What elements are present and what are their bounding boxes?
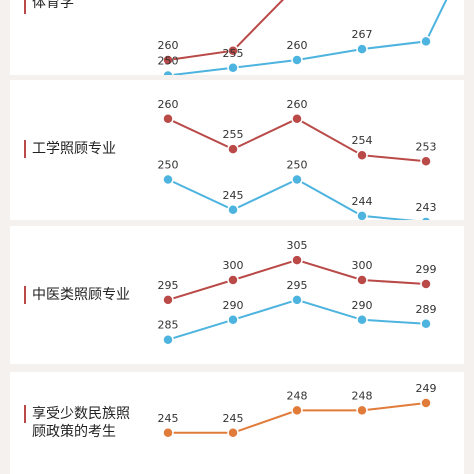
data-label: 248 [287, 389, 308, 402]
data-label: 260 [287, 39, 308, 52]
series-line-blue [167, 178, 416, 220]
data-point-blue [420, 216, 432, 220]
data-point-red [356, 274, 368, 286]
data-label: 267 [352, 28, 373, 41]
data-label: 250 [287, 159, 308, 172]
panel-title: 体育学 [32, 0, 74, 11]
panel-accent-bar [24, 140, 26, 158]
data-label: 243 [416, 201, 437, 214]
data-label: 299 [416, 263, 437, 276]
data-point-red [227, 274, 239, 286]
data-point-red [162, 54, 174, 66]
data-label: 254 [352, 134, 373, 147]
data-label: 305 [287, 239, 308, 252]
data-point-blue [291, 173, 303, 186]
panel-accent-bar [24, 405, 26, 423]
data-label: 245 [223, 412, 244, 425]
data-point-blue [356, 43, 368, 55]
panel-title: 享受少数民族照 顾政策的考生 [32, 406, 130, 440]
data-label: 260 [287, 98, 308, 111]
data-point-red [291, 254, 303, 266]
data-point-red [291, 113, 303, 125]
data-label: 289 [416, 303, 437, 316]
panel-tcm: 中医类照顾专业 295 300 305 300 299 285 290 295 290 289 [10, 226, 464, 364]
data-point-blue [420, 35, 432, 48]
data-point-blue [162, 333, 174, 346]
data-point-blue [227, 204, 239, 216]
panel-sports: 体育学 260 250 255 260 267 [10, 0, 464, 75]
data-label: 290 [352, 299, 373, 312]
line-chart: 260 255 260 254 253 250 245 250 244 243 [158, 98, 437, 220]
data-point-orange [227, 427, 239, 439]
data-point-blue [162, 69, 174, 75]
panel-accent-bar [24, 0, 26, 14]
data-label: 285 [158, 319, 179, 332]
data-label: 300 [223, 259, 244, 272]
data-point-red [420, 155, 432, 168]
data-label: 250 [158, 159, 179, 172]
data-point-blue [420, 318, 432, 330]
series-line-blue [167, 0, 448, 75]
data-point-blue [356, 210, 368, 220]
data-point-red [420, 278, 432, 290]
data-label: 245 [158, 412, 179, 425]
data-label: 295 [158, 279, 179, 292]
data-point-orange [420, 397, 432, 409]
data-point-orange [162, 427, 174, 439]
data-label: 260 [158, 39, 179, 52]
line-chart: 245 245 248 248 249 [158, 382, 437, 439]
data-point-red [356, 149, 368, 161]
data-point-red [162, 294, 174, 306]
series-line-red [167, 117, 427, 163]
data-point-orange [356, 404, 368, 417]
series-line-blue [167, 298, 427, 341]
data-label: 244 [352, 195, 373, 208]
data-label: 300 [352, 259, 373, 272]
line-chart: 295 300 305 300 299 285 290 295 290 289 [158, 239, 437, 346]
panel-title: 工学照顾专业 [32, 141, 116, 157]
line-chart: 260 250 255 260 267 [158, 0, 448, 75]
data-point-blue [162, 173, 174, 186]
data-label: 295 [287, 279, 308, 292]
data-point-blue [227, 62, 239, 74]
data-point-blue [291, 54, 303, 66]
data-point-red [227, 143, 239, 155]
panel-engineering: 工学照顾专业 260 255 260 254 253 250 245 250 244 243 [10, 80, 464, 220]
data-point-blue [356, 314, 368, 326]
data-label: 248 [352, 389, 373, 402]
data-label: 253 [416, 140, 437, 153]
data-point-red [227, 44, 239, 57]
data-label: 250 [158, 55, 179, 68]
panel-minority: 享受少数民族照 顾政策的考生 245 245 248 248 249 [10, 372, 464, 474]
data-point-orange [291, 404, 303, 417]
data-label: 290 [223, 299, 244, 312]
panel-title: 中医类照顾专业 [32, 287, 130, 303]
panel-accent-bar [24, 286, 26, 304]
data-label: 255 [223, 47, 244, 60]
data-label: 249 [416, 382, 437, 395]
data-point-blue [227, 314, 239, 326]
data-label: 260 [158, 98, 179, 111]
data-point-blue [291, 294, 303, 306]
data-label: 245 [223, 189, 244, 202]
data-label: 255 [223, 128, 244, 141]
data-point-red [162, 113, 174, 125]
